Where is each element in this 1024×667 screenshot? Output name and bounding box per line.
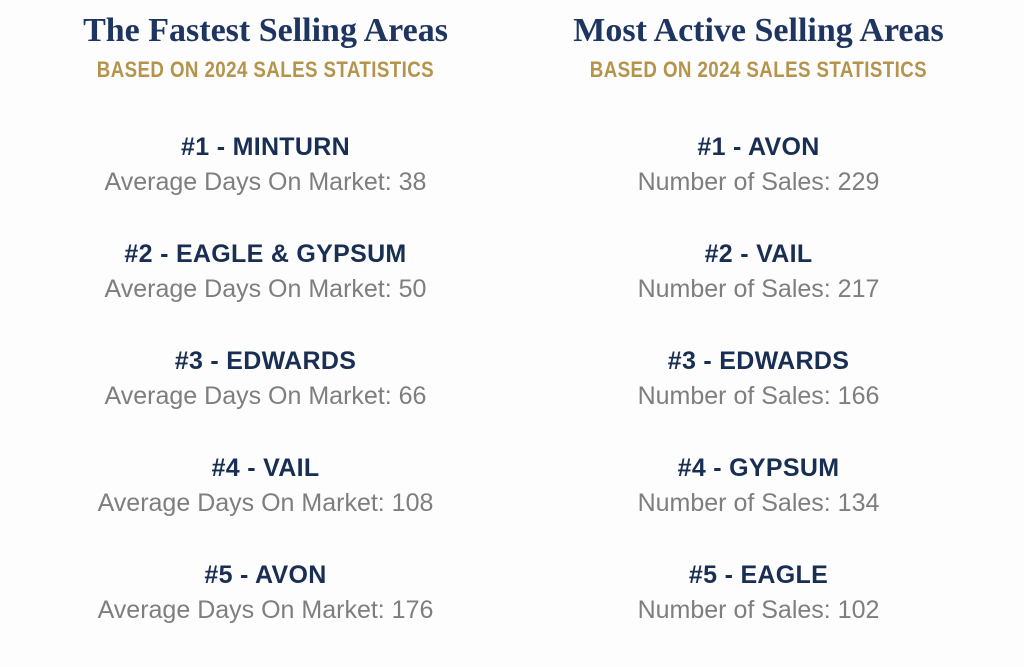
fastest-selling-subtitle: BASED ON 2024 SALES STATISTICS [19,57,512,86]
most-active-column: Most Active Selling Areas BASED ON 2024 … [512,0,1005,667]
rank-heading: #5 - AVON [204,561,327,589]
ranking-entry: #3 - EDWARDS Number of Sales: 166 [512,346,1005,411]
rank-heading: #4 - VAIL [211,454,320,482]
rank-heading: #3 - EDWARDS [667,347,850,375]
rank-heading: #4 - GYPSUM [677,454,840,482]
rank-heading: #2 - VAIL [704,240,813,268]
most-active-subtitle-text: BASED ON 2024 SALES STATISTICS [589,57,928,82]
stat-value: Average Days On Market: 66 [104,382,427,410]
ranking-entry: #5 - AVON Average Days On Market: 176 [19,560,512,625]
ranking-entry: #2 - EAGLE & GYPSUM Average Days On Mark… [19,239,512,304]
rank-heading: #5 - EAGLE [688,561,829,589]
stat-value: Number of Sales: 134 [637,489,880,517]
stat-value: Average Days On Market: 176 [97,596,434,624]
most-active-entries: #1 - AVON Number of Sales: 229 #2 - VAIL… [512,132,1005,625]
ranking-entry: #1 - MINTURN Average Days On Market: 38 [19,132,512,197]
fastest-selling-title: The Fastest Selling Areas [83,12,448,49]
ranking-entry: #4 - VAIL Average Days On Market: 108 [19,453,512,518]
rank-heading: #1 - AVON [697,133,820,161]
ranking-entry: #4 - GYPSUM Number of Sales: 134 [512,453,1005,518]
fastest-selling-entries: #1 - MINTURN Average Days On Market: 38 … [19,132,512,625]
fastest-selling-subtitle-text: BASED ON 2024 SALES STATISTICS [96,57,435,82]
ranking-entry: #5 - EAGLE Number of Sales: 102 [512,560,1005,625]
stat-value: Number of Sales: 102 [637,596,880,624]
rank-heading: #1 - MINTURN [181,133,350,161]
most-active-title: Most Active Selling Areas [573,12,944,49]
rank-heading: #3 - EDWARDS [174,347,357,375]
stat-value: Number of Sales: 217 [637,275,880,303]
fastest-selling-column: The Fastest Selling Areas BASED ON 2024 … [19,0,512,667]
stat-value: Average Days On Market: 108 [97,489,434,517]
ranking-entry: #2 - VAIL Number of Sales: 217 [512,239,1005,304]
most-active-subtitle: BASED ON 2024 SALES STATISTICS [512,57,1005,86]
stat-value: Number of Sales: 166 [637,382,880,410]
ranking-entry: #3 - EDWARDS Average Days On Market: 66 [19,346,512,411]
stat-value: Average Days On Market: 50 [104,275,427,303]
stat-value: Average Days On Market: 38 [104,168,427,196]
ranking-entry: #1 - AVON Number of Sales: 229 [512,132,1005,197]
rank-heading: #2 - EAGLE & GYPSUM [124,240,407,268]
stat-value: Number of Sales: 229 [637,168,880,196]
